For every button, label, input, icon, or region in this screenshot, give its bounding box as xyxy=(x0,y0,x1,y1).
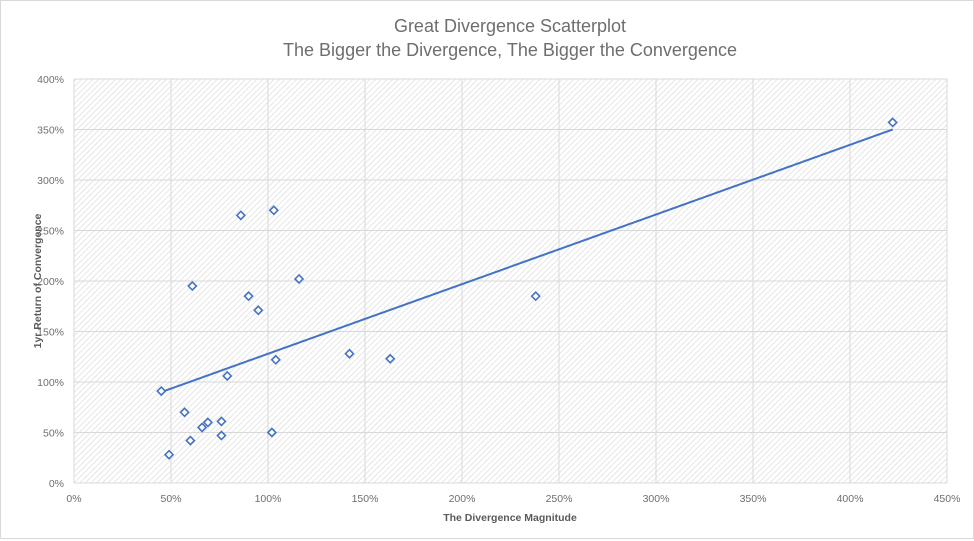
data-point xyxy=(202,417,213,428)
y-tick-label: 400% xyxy=(37,74,64,86)
x-tick-label: 100% xyxy=(255,493,282,505)
y-tick-label: 50% xyxy=(43,428,64,440)
y-axis-title: 1yr Return of Convergence xyxy=(32,213,44,348)
data-points xyxy=(156,117,898,460)
x-tick-labels: 0% 50% 100% 150% 200% 250% 300% 350% 400% 450% xyxy=(66,493,960,505)
data-point xyxy=(266,427,278,438)
data-point xyxy=(385,353,396,364)
data-point xyxy=(270,354,281,365)
x-tick-label: 200% xyxy=(449,493,476,505)
trendline xyxy=(160,128,894,394)
y-tick-labels: 0% 50% 100% 150% 200% 250% 300% 350% 400% xyxy=(37,74,64,490)
data-point xyxy=(216,430,227,441)
data-point xyxy=(185,435,196,446)
x-tick-label: 150% xyxy=(352,493,379,505)
data-point xyxy=(530,291,541,302)
y-tick-label: 0% xyxy=(49,478,64,490)
chart-subtitle: The Bigger the Divergence, The Bigger th… xyxy=(283,40,737,60)
data-point xyxy=(163,449,175,460)
data-point xyxy=(216,416,227,427)
x-tick-label: 450% xyxy=(934,493,961,505)
data-point xyxy=(293,273,305,285)
data-point xyxy=(156,385,167,397)
y-tick-label: 300% xyxy=(37,175,64,187)
y-tick-label: 350% xyxy=(37,125,64,137)
x-tick-label: 250% xyxy=(546,493,573,505)
data-point xyxy=(887,117,898,128)
data-point xyxy=(179,407,190,418)
x-tick-label: 400% xyxy=(837,493,864,505)
y-tick-label: 200% xyxy=(37,276,64,288)
chart-title: Great Divergence Scatterplot xyxy=(394,16,626,36)
x-tick-label: 300% xyxy=(643,493,670,505)
data-point xyxy=(222,370,233,382)
y-gridlines xyxy=(74,78,947,484)
data-point xyxy=(344,348,355,359)
y-tick-label: 250% xyxy=(37,226,64,238)
x-tick-label: 0% xyxy=(66,493,81,505)
data-point xyxy=(235,210,246,221)
y-tick-label: 150% xyxy=(37,327,64,339)
y-tick-label: 100% xyxy=(37,377,64,389)
x-tick-label: 350% xyxy=(740,493,767,505)
x-tick-label: 50% xyxy=(160,493,181,505)
data-point xyxy=(196,422,208,433)
data-point xyxy=(187,280,198,292)
data-point xyxy=(243,291,254,302)
x-axis-title: The Divergence Magnitude xyxy=(443,512,577,524)
data-point xyxy=(253,305,264,316)
data-point xyxy=(268,205,279,216)
